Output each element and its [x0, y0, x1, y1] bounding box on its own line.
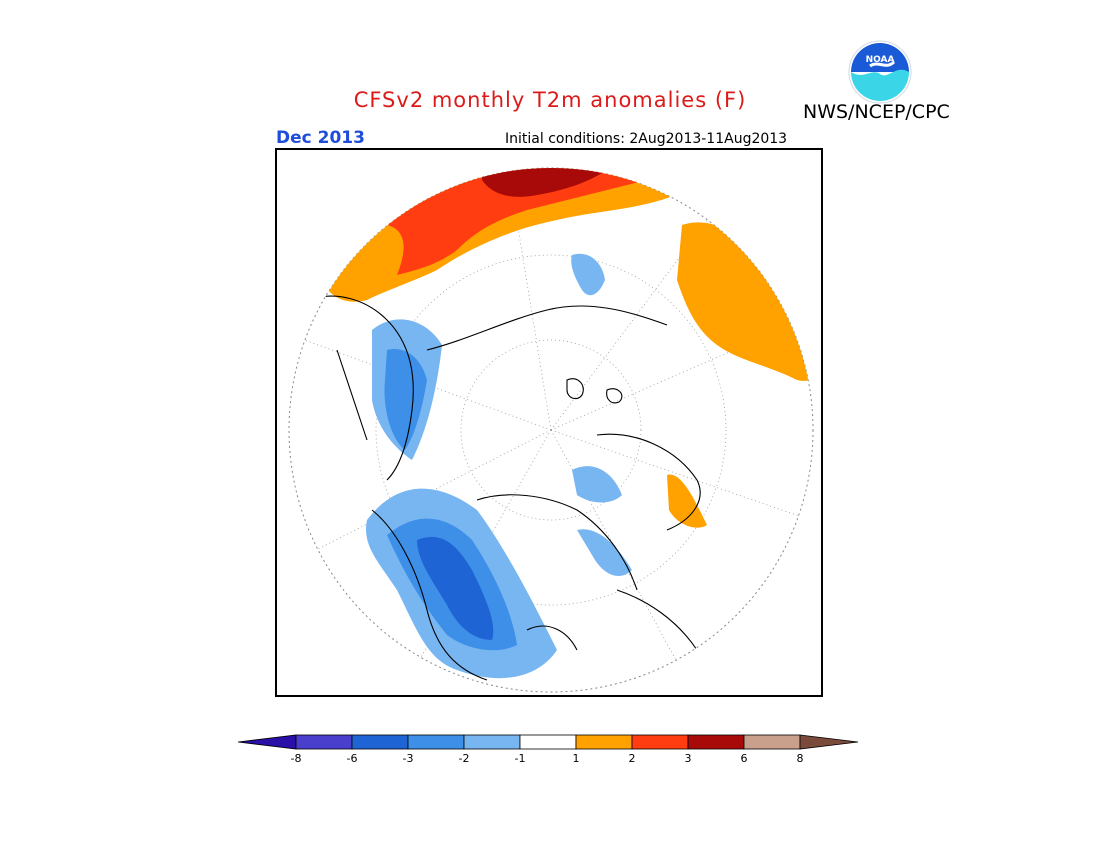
cold-anomaly-north-america-core: [417, 536, 494, 640]
color-legend: [238, 734, 859, 750]
forecast-month: Dec 2013: [276, 128, 365, 148]
polar-map: [275, 148, 823, 697]
logo-text: NOAA: [866, 55, 895, 65]
legend-color-box: [631, 734, 689, 750]
cold-anomaly-asia: [577, 529, 632, 576]
map-boundary-circle: [288, 167, 814, 693]
legend-tick-label: 3: [684, 752, 692, 765]
legend-tick-label: -1: [514, 752, 526, 765]
legend-tick-label: -8: [290, 752, 302, 765]
legend-boxes: [295, 734, 801, 750]
legend-tick-label: -2: [458, 752, 470, 765]
initial-conditions: Initial conditions: 2Aug2013-11Aug2013: [505, 131, 788, 147]
legend-tick-labels: -8 -6 -3 -2 -1 1 2 3 6 8: [0, 752, 1100, 768]
legend-tick-label: 2: [628, 752, 636, 765]
legend-tick-label: 6: [740, 752, 748, 765]
legend-tick-label: 8: [796, 752, 804, 765]
warm-anomaly-northwest: [677, 222, 813, 381]
hot-anomaly-europe: [482, 168, 617, 197]
legend-color-box: [519, 734, 577, 750]
legend-tick-label: -6: [346, 752, 358, 765]
noaa-logo: NOAA: [848, 40, 912, 104]
legend-color-box: [295, 734, 353, 750]
cold-anomaly-svalbard: [571, 253, 605, 296]
legend-color-box: [575, 734, 633, 750]
legend-tick-label: -3: [402, 752, 414, 765]
legend-color-box: [407, 734, 465, 750]
cold-anomaly-greenland-strong: [384, 349, 427, 450]
map-title: CFSv2 monthly T2m anomalies (F): [353, 88, 747, 112]
polar-map-canvas: [288, 167, 814, 693]
legend-color-box: [687, 734, 745, 750]
warm-anomaly-island: [667, 474, 707, 528]
legend-color-box: [743, 734, 801, 750]
cold-anomaly-siberia: [572, 466, 622, 503]
coastlines: [306, 295, 701, 681]
legend-tick-label: 1: [572, 752, 580, 765]
legend-arrow-high: [799, 734, 859, 750]
graticule: [289, 168, 813, 692]
legend-arrow-low: [238, 734, 297, 750]
legend-color-box: [351, 734, 409, 750]
legend-color-box: [463, 734, 521, 750]
agency-label: NWS/NCEP/CPC: [803, 101, 950, 123]
